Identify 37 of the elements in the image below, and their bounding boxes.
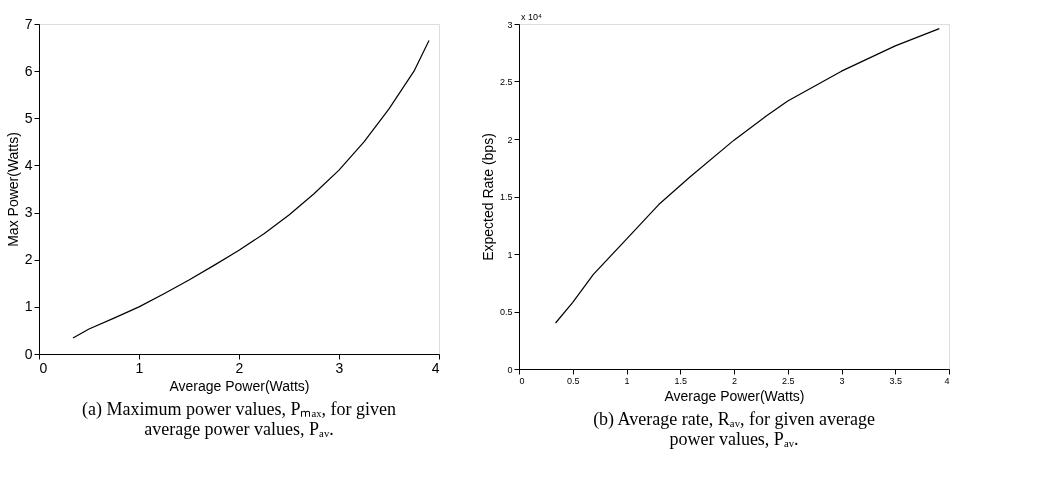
y-tick-label: 0.5	[499, 307, 513, 317]
line-series	[72, 39, 430, 339]
y-tick-label: 1	[507, 249, 513, 260]
x-tick-label: 2	[235, 359, 244, 376]
x-tick-label: 3	[839, 375, 845, 386]
y-tick-label: 4	[24, 156, 33, 173]
y-axis-title: Expected Rate (bps)	[479, 133, 496, 261]
y-tick-label: 1	[24, 298, 33, 315]
text: x 10⁴	[521, 12, 543, 22]
x-tick-label: 4	[431, 359, 440, 376]
x-axis-title: Average Power(Watts)	[169, 377, 310, 394]
y-tick-label: 2.5	[499, 77, 513, 87]
y-tick-label: 5	[24, 109, 33, 126]
y-tick-label: 2	[507, 134, 513, 145]
x-tick-label: 3.5	[889, 375, 903, 386]
text: (a) Maximum power values, Pₘₐₓ, for given average power values, Pₐᵥ.	[81, 399, 397, 439]
text: (b) Average rate, Rₐᵥ, for given average power values, Pₐᵥ.	[593, 409, 875, 449]
x-tick-label: 0	[519, 375, 525, 386]
y-tick-label: 1.5	[499, 192, 513, 202]
y-axis-title: Max Power(Watts)	[4, 132, 21, 247]
y-tick-label: 2	[24, 251, 33, 268]
y-tick-label: 3	[24, 204, 33, 221]
x-tick-label: 1	[135, 359, 144, 376]
y-tick-label: 6	[24, 62, 33, 79]
line-series	[554, 28, 940, 324]
x-tick-label: 0.5	[566, 375, 580, 386]
x-tick-label: 0	[39, 359, 48, 376]
x-tick-label: 3	[335, 359, 344, 376]
x-axis-title: Average Power(Watts)	[664, 387, 805, 404]
y-tick-label: 0	[24, 345, 33, 362]
x-tick-label: 1.5	[674, 375, 688, 386]
x-tick-label: 1	[624, 375, 630, 386]
y-tick-label: 3	[507, 19, 513, 30]
x-tick-label: 2	[731, 375, 738, 386]
x-tick-label: 4	[944, 375, 950, 386]
x-tick-label: 2.5	[781, 375, 795, 386]
y-tick-label: 7	[24, 15, 33, 32]
